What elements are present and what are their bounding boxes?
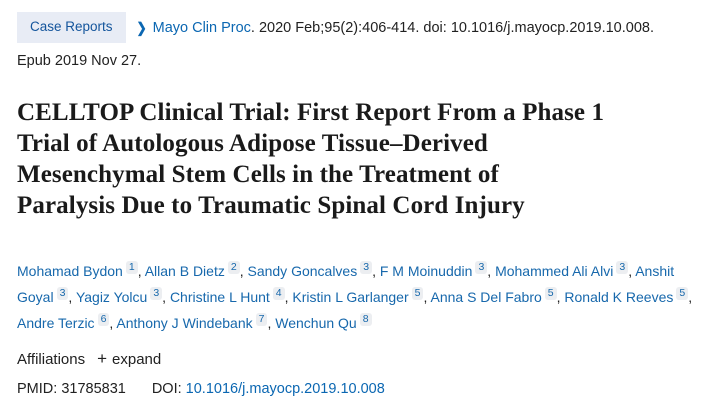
author-item: Kristin L Garlanger 5: [292, 287, 424, 305]
author-separator: ,: [423, 289, 431, 305]
doi-label: DOI:: [151, 381, 182, 397]
identifiers-row: PMID: 31785831 DOI: 10.1016/j.mayocp.2019…: [17, 381, 702, 397]
doi-link[interactable]: 10.1016/j.mayocp.2019.10.008: [185, 381, 385, 397]
affiliation-superscript[interactable]: 5: [411, 287, 424, 300]
author-item: Anthony J Windebank 7: [116, 313, 268, 331]
author-link[interactable]: Ronald K Reeves: [564, 289, 674, 305]
author-item: Andre Terzic 6: [17, 313, 110, 331]
article-title-line: CELLTOP Clinical Trial: First Report Fro…: [17, 99, 605, 126]
affiliation-superscript[interactable]: 3: [150, 287, 163, 300]
epub-date: Epub 2019 Nov 27.: [17, 53, 142, 69]
affiliation-superscript[interactable]: 6: [97, 313, 110, 326]
author-link[interactable]: Mohamad Bydon: [17, 263, 123, 279]
author-item: Sandy Goncalves 3: [247, 261, 373, 279]
authors-list: Mohamad Bydon 1, Allan B Dietz 2, Sandy Go…: [17, 258, 702, 336]
author-separator: ,: [109, 315, 117, 331]
affiliation-superscript[interactable]: 8: [359, 313, 372, 326]
pmid-group: PMID: 31785831: [17, 381, 126, 397]
affiliation-superscript[interactable]: 3: [475, 261, 488, 274]
expand-label: expand: [112, 350, 162, 368]
author-link[interactable]: Anthony J Windebank: [116, 315, 253, 331]
author-item: Allan B Dietz 2: [144, 261, 240, 279]
affiliation-superscript[interactable]: 2: [227, 261, 240, 274]
author-item: Anshit Goyal 3: [17, 263, 674, 305]
author-separator: ,: [556, 289, 565, 305]
author-item: Ronald K Reeves 5: [564, 287, 689, 305]
author-link[interactable]: F M Moinuddin: [379, 263, 473, 279]
author-item: Christine L Hunt 4: [169, 287, 285, 305]
affiliation-superscript[interactable]: 4: [272, 287, 285, 300]
publication-type-badge: Case Reports: [17, 12, 126, 43]
author-separator: ,: [628, 263, 636, 279]
author-separator: ,: [688, 289, 693, 305]
affiliation-superscript[interactable]: 5: [544, 287, 557, 300]
author-item: Mohammed Ali Alvi 3: [495, 261, 629, 279]
author-separator: ,: [68, 289, 76, 305]
affiliations-label: Affiliations: [17, 350, 86, 368]
pmid-value: 31785831: [61, 381, 126, 397]
author-separator: ,: [284, 289, 293, 305]
article-title-line: Mesenchymal Stem Cells in the Treatment …: [17, 161, 499, 188]
author-link[interactable]: Allan B Dietz: [144, 263, 225, 279]
citation-details: . 2020 Feb;95(2):406-414. doi: 10.1016/j…: [250, 19, 654, 36]
author-link[interactable]: Andre Terzic: [17, 315, 95, 331]
author-link[interactable]: Mohammed Ali Alvi: [495, 263, 614, 279]
author-separator: ,: [487, 263, 496, 279]
author-link[interactable]: Christine L Hunt: [169, 289, 270, 305]
author-item: Anna S Del Fabro 5: [430, 287, 557, 305]
doi-group: DOI: 10.1016/j.mayocp.2019.10.008: [152, 381, 385, 397]
citation-row: Case Reports ❯ Mayo Clin Proc. 2020 Feb;9…: [17, 12, 702, 43]
affiliation-superscript[interactable]: 7: [255, 313, 268, 326]
author-separator: ,: [239, 263, 248, 279]
author-separator: ,: [372, 263, 380, 279]
article-title: CELLTOP Clinical Trial: First Report Fro…: [17, 97, 702, 221]
article-header-page: Case Reports ❯ Mayo Clin Proc. 2020 Feb;9…: [17, 12, 702, 397]
article-title-line: Trial of Autologous Adipose Tissue–Deriv…: [17, 130, 488, 157]
affiliation-superscript[interactable]: 3: [56, 287, 69, 300]
author-separator: ,: [267, 315, 276, 331]
author-link[interactable]: Wenchun Qu: [275, 315, 357, 331]
author-item: Wenchun Qu 8: [275, 313, 372, 331]
affiliation-superscript[interactable]: 5: [676, 287, 689, 300]
affiliation-superscript[interactable]: 3: [360, 261, 373, 274]
author-link[interactable]: Anshit Goyal: [17, 263, 675, 305]
author-link[interactable]: Yagiz Yolcu: [75, 289, 148, 305]
author-item: Yagiz Yolcu 3: [75, 287, 163, 305]
author-link[interactable]: Anna S Del Fabro: [430, 289, 542, 305]
journal-citation-trigger[interactable]: ❯ Mayo Clin Proc: [137, 16, 251, 40]
journal-name-link[interactable]: Mayo Clin Proc: [152, 19, 251, 36]
pmid-label: PMID:: [17, 381, 58, 397]
author-item: F M Moinuddin 3: [379, 261, 488, 279]
plus-icon: +: [97, 349, 108, 368]
affiliation-superscript[interactable]: 3: [616, 261, 629, 274]
author-link[interactable]: Sandy Goncalves: [247, 263, 358, 279]
author-link[interactable]: Kristin L Garlanger: [292, 289, 409, 305]
author-separator: ,: [137, 263, 145, 279]
chevron-right-icon: ❯: [136, 19, 147, 36]
article-title-line: Paralysis Due to Traumatic Spinal Cord I…: [17, 192, 525, 219]
author-separator: ,: [162, 289, 170, 305]
author-item: Mohamad Bydon 1: [17, 261, 138, 279]
affiliation-superscript[interactable]: 1: [125, 261, 138, 274]
affiliations-expand-button[interactable]: + expand: [97, 349, 161, 369]
affiliations-row: Affiliations + expand: [17, 349, 702, 369]
